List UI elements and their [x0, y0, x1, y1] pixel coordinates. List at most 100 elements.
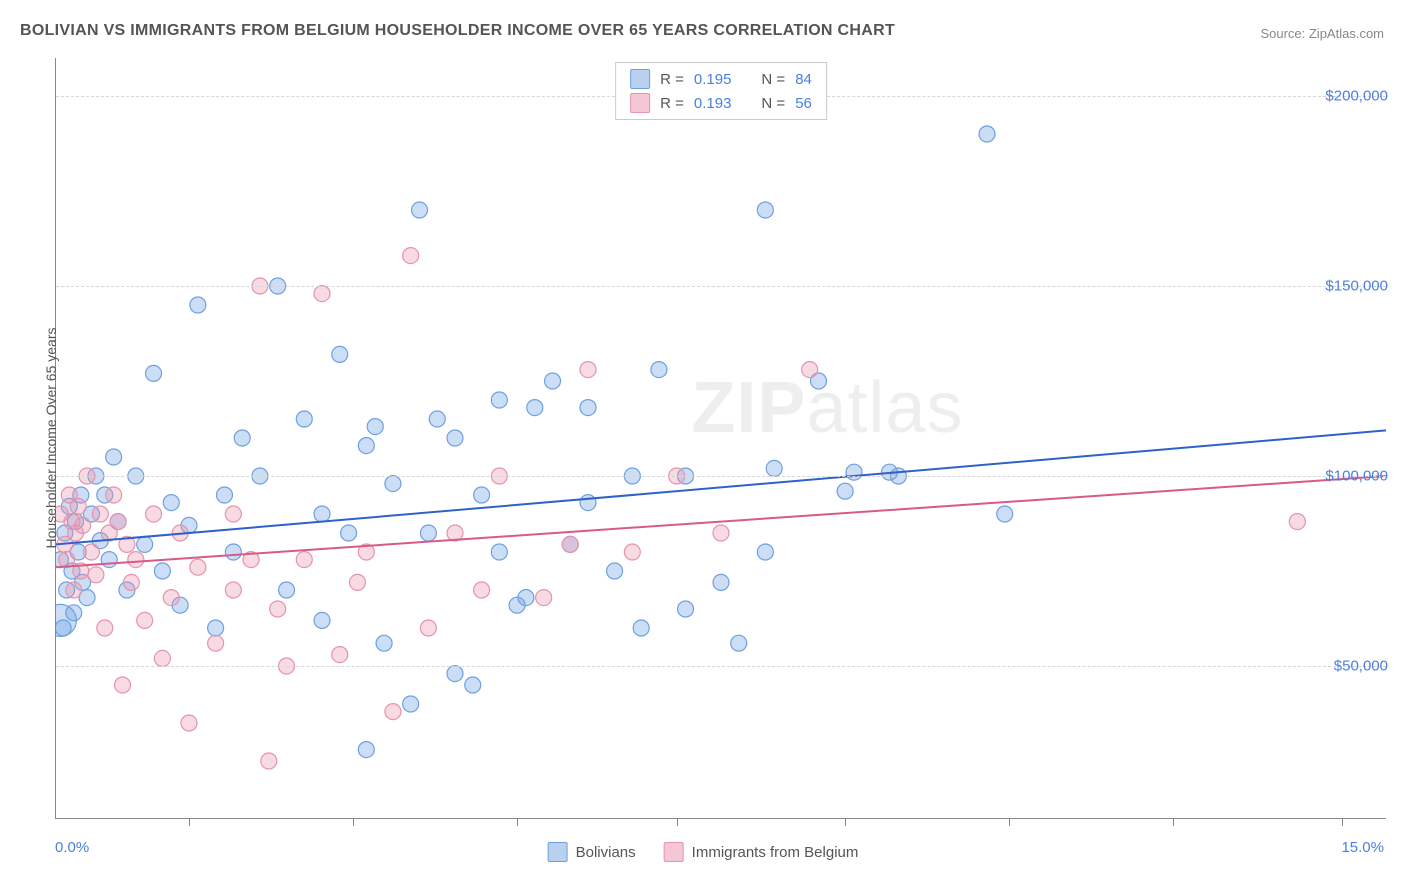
n-value-0: 84	[795, 71, 812, 88]
scatter-point	[137, 536, 153, 552]
scatter-point	[332, 346, 348, 362]
scatter-point	[97, 620, 113, 636]
scatter-point	[128, 552, 144, 568]
legend-stats-row-1: R = 0.193 N = 56	[630, 91, 812, 115]
y-tick-label: $150,000	[1325, 278, 1388, 295]
scatter-point	[420, 525, 436, 541]
scatter-point	[678, 601, 694, 617]
scatter-point	[536, 590, 552, 606]
gridline-h	[56, 666, 1386, 667]
scatter-point	[225, 544, 241, 560]
r-value-1: 0.193	[694, 95, 732, 112]
scatter-point	[190, 559, 206, 575]
n-value-1: 56	[795, 95, 812, 112]
scatter-point	[208, 635, 224, 651]
scatter-point	[234, 430, 250, 446]
legend-item-1: Immigrants from Belgium	[664, 842, 859, 862]
scatter-point	[429, 411, 445, 427]
scatter-point	[75, 517, 91, 533]
scatter-point	[376, 635, 392, 651]
scatter-point	[447, 430, 463, 446]
legend-label-0: Bolivians	[576, 844, 636, 861]
swatch-series-1	[630, 93, 650, 113]
tick-x	[189, 818, 190, 826]
scatter-point	[491, 392, 507, 408]
scatter-point	[296, 411, 312, 427]
chart-title: BOLIVIAN VS IMMIGRANTS FROM BELGIUM HOUS…	[20, 22, 895, 40]
legend-label-1: Immigrants from Belgium	[692, 844, 859, 861]
scatter-point	[731, 635, 747, 651]
n-label: N =	[761, 95, 785, 112]
scatter-point	[385, 476, 401, 492]
source-attribution: Source: ZipAtlas.com	[1260, 26, 1384, 41]
scatter-point	[92, 506, 108, 522]
scatter-point	[296, 552, 312, 568]
scatter-point	[465, 677, 481, 693]
scatter-point	[225, 582, 241, 598]
legend-stats: R = 0.195 N = 84 R = 0.193 N = 56	[615, 62, 827, 120]
scatter-point	[163, 495, 179, 511]
tick-x	[845, 818, 846, 826]
scatter-point	[314, 506, 330, 522]
scatter-point	[106, 487, 122, 503]
scatter-point	[766, 460, 782, 476]
scatter-point	[88, 567, 104, 583]
scatter-point	[474, 487, 490, 503]
scatter-point	[70, 498, 86, 514]
scatter-point	[713, 525, 729, 541]
tick-x	[1009, 818, 1010, 826]
scatter-point	[802, 362, 818, 378]
scatter-point	[358, 438, 374, 454]
scatter-point	[607, 563, 623, 579]
x-axis-min-label: 0.0%	[55, 839, 89, 856]
scatter-point	[420, 620, 436, 636]
scatter-point	[757, 544, 773, 560]
scatter-point	[713, 574, 729, 590]
scatter-point	[837, 483, 853, 499]
tick-x	[677, 818, 678, 826]
scatter-point	[216, 487, 232, 503]
scatter-point	[279, 582, 295, 598]
scatter-point	[447, 666, 463, 682]
scatter-point	[580, 495, 596, 511]
scatter-point	[101, 552, 117, 568]
scatter-point	[403, 696, 419, 712]
regression-line	[56, 476, 1386, 567]
scatter-point	[412, 202, 428, 218]
tick-x	[353, 818, 354, 826]
scatter-point	[474, 582, 490, 598]
scatter-point	[757, 202, 773, 218]
scatter-point	[979, 126, 995, 142]
r-label: R =	[660, 71, 684, 88]
gridline-h	[56, 476, 1386, 477]
scatter-point	[633, 620, 649, 636]
scatter-point	[66, 582, 82, 598]
scatter-point	[115, 677, 131, 693]
scatter-point	[225, 506, 241, 522]
n-label: N =	[761, 71, 785, 88]
scatter-point	[518, 590, 534, 606]
scatter-point	[332, 647, 348, 663]
scatter-point	[123, 574, 139, 590]
gridline-h	[56, 286, 1386, 287]
scatter-point	[846, 464, 862, 480]
scatter-point	[146, 365, 162, 381]
swatch-series-0-b	[548, 842, 568, 862]
scatter-point	[580, 400, 596, 416]
legend-series: Bolivians Immigrants from Belgium	[548, 842, 859, 862]
scatter-point	[580, 362, 596, 378]
scatter-point	[106, 449, 122, 465]
scatter-point	[491, 544, 507, 560]
scatter-point	[261, 753, 277, 769]
scatter-point	[624, 544, 640, 560]
scatter-point	[137, 612, 153, 628]
scatter-point	[181, 715, 197, 731]
scatter-point	[1289, 514, 1305, 530]
tick-x	[1173, 818, 1174, 826]
y-tick-label: $100,000	[1325, 468, 1388, 485]
scatter-point	[110, 514, 126, 530]
scatter-point	[154, 650, 170, 666]
scatter-point	[349, 574, 365, 590]
plot-area: Householder Income Over 65 years R = 0.1…	[55, 58, 1386, 819]
scatter-point	[83, 544, 99, 560]
